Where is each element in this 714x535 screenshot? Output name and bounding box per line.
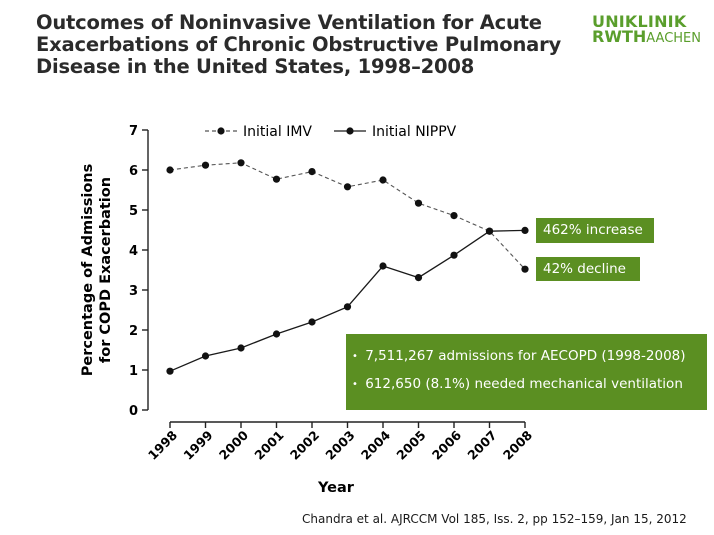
x-tick-label: 1999 (180, 428, 215, 463)
data-point-nippv (521, 226, 529, 234)
x-tick-label: 2008 (500, 428, 535, 463)
data-point-imv (272, 175, 281, 183)
data-point-nippv (308, 318, 316, 326)
y-tick-label: 4 (129, 244, 138, 259)
logo-rwth: RWTH (592, 27, 647, 46)
data-point-nippv (485, 227, 494, 235)
summary-box: • 7,511,267 admissions for AECOPD (1998-… (346, 334, 707, 410)
increase-callout: 462% increase (536, 218, 654, 243)
data-point-imv (379, 176, 387, 184)
data-point-imv (521, 265, 529, 273)
x-tick-label: 1998 (145, 428, 180, 463)
data-point-imv (343, 183, 352, 191)
y-tick-label: 1 (129, 364, 138, 379)
uniklinik-logo: UNIKLINIK RWTHAACHEN (592, 12, 704, 47)
data-point-imv (308, 168, 316, 176)
y-axis-label-line-1: Percentage of Admissions (80, 164, 96, 377)
title-line-3: Disease in the United States, 1998–2008 (36, 55, 475, 78)
slide-title: Outcomes of Noninvasive Ventilation for … (36, 12, 576, 78)
x-tick-label: 2006 (429, 427, 464, 462)
logo-line-1: UNIKLINIK (592, 12, 687, 31)
x-axis-label: Year (317, 480, 355, 496)
summary-item-text: 612,650 (8.1%) needed mechanical ventila… (365, 376, 683, 392)
x-tick-label: 2001 (251, 428, 286, 463)
citation: Chandra et al. AJRCCM Vol 185, Iss. 2, p… (302, 512, 687, 526)
logo-aachen: AACHEN (646, 31, 701, 46)
legend-marker-nippv (346, 127, 354, 135)
y-tick-label: 6 (129, 164, 138, 179)
data-point-nippv (343, 303, 352, 311)
title-line-1: Outcomes of Noninvasive Ventilation for … (36, 11, 542, 34)
summary-item: • 612,650 (8.1%) needed mechanical venti… (352, 374, 707, 402)
x-tick-label: 2007 (464, 428, 499, 463)
x-tick-label: 2005 (393, 428, 428, 463)
chart-series (166, 159, 529, 375)
x-tick-label: 2003 (322, 428, 357, 463)
chart-axes: 0 1 2 3 4 5 6 7 1998 1999 2000 2001 2002 2003 2004 2005… (129, 124, 535, 463)
y-tick-label: 2 (129, 324, 138, 339)
bullet-icon: • (352, 379, 358, 390)
y-tick-label: 0 (129, 404, 138, 419)
x-tick-label: 2000 (216, 427, 251, 462)
bullet-icon: • (352, 351, 358, 362)
title-line-2: Exacerbations of Chronic Obstructive Pul… (36, 33, 562, 56)
data-point-nippv (272, 330, 281, 338)
legend-marker-imv (217, 127, 225, 135)
legend-label-nippv: Initial NIPPV (372, 124, 457, 140)
x-tick-label: 2002 (287, 428, 322, 463)
summary-item: • 7,511,267 admissions for AECOPD (1998-… (352, 346, 707, 374)
chart-legend: Initial IMV Initial NIPPV (205, 124, 457, 140)
data-point-nippv (201, 352, 210, 360)
data-point-imv (414, 199, 423, 207)
series-line-imv (169, 162, 526, 270)
y-tick-label: 5 (129, 204, 138, 219)
data-point-imv (166, 166, 174, 174)
data-point-imv (450, 212, 458, 220)
x-tick-label: 2004 (358, 427, 393, 462)
legend-label-imv: Initial IMV (243, 124, 312, 140)
decline-callout: 42% decline (536, 257, 640, 281)
data-point-nippv (450, 251, 458, 259)
data-point-imv (201, 161, 210, 169)
logo-line-2: RWTHAACHEN (592, 27, 704, 47)
data-point-nippv (237, 344, 245, 352)
y-tick-label: 3 (129, 284, 138, 299)
y-tick-label: 7 (129, 124, 138, 139)
data-point-nippv (166, 367, 174, 375)
summary-item-text: 7,511,267 admissions for AECOPD (1998-20… (365, 348, 686, 364)
data-point-imv (237, 159, 245, 167)
y-axis-label-line-2: for COPD Exacerbation (98, 177, 114, 363)
data-point-nippv (414, 274, 423, 282)
data-point-nippv (379, 262, 387, 270)
